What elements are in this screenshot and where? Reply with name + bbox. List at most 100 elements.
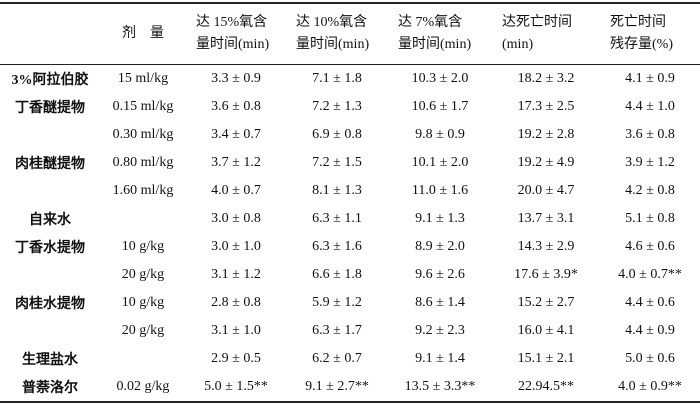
value-cell: 10.6 ± 1.7 xyxy=(411,99,469,114)
header-line: 量时间(min) xyxy=(196,37,270,52)
value-cell: 3.7 ± 1.2 xyxy=(211,155,261,170)
group-cell xyxy=(0,177,100,205)
group-cell: 肉桂醚提物 xyxy=(15,157,85,172)
value-cell: 6.3 ± 1.1 xyxy=(312,211,362,226)
table-row: 肉桂水提物 10 g/kg 2.8 ± 0.8 5.9 ± 1.2 8.6 ± 1.4 1… xyxy=(0,289,700,317)
header-line: 死亡时间 xyxy=(610,15,666,30)
value-cell: 16.0 ± 4.1 xyxy=(517,323,575,338)
dose-cell xyxy=(100,205,186,233)
value-cell: 5.1 ± 0.8 xyxy=(625,211,675,226)
data-table: 剂 量达 15%氧含 量时间(min) 达 10%氧含 量时间(min) 达 7%氧含量… xyxy=(0,2,700,403)
value-cell: 6.3 ± 1.6 xyxy=(312,239,362,254)
value-cell: 2.8 ± 0.8 xyxy=(211,295,261,310)
group-cell xyxy=(0,261,100,289)
value-cell: 4.0 ± 0.9** xyxy=(618,379,682,394)
header-line: 残存量(%) xyxy=(610,37,673,52)
table-row: 1.60 ml/kg 4.0 ± 0.7 8.1 ± 1.3 11.0 ± 1.6 20… xyxy=(0,177,700,205)
group-cell: 生理盐水 xyxy=(22,353,78,368)
value-cell: 4.4 ± 1.0 xyxy=(625,99,675,114)
header-cell: 死亡时间残存量(%) xyxy=(600,3,700,65)
value-cell: 3.0 ± 1.0 xyxy=(211,239,261,254)
value-cell: 17.3 ± 2.5 xyxy=(517,99,575,114)
header-cell xyxy=(0,3,100,65)
header-cell: 达 15%氧含 量时间(min) xyxy=(186,3,286,65)
table-header: 剂 量达 15%氧含 量时间(min) 达 10%氧含 量时间(min) 达 7%氧含量… xyxy=(0,3,700,65)
header-cell: 剂 量 xyxy=(100,3,186,65)
value-cell: 3.1 ± 1.2 xyxy=(211,267,261,282)
header-line: (min) xyxy=(502,37,534,52)
value-cell: 13.7 ± 3.1 xyxy=(517,211,575,226)
value-cell: 10.3 ± 2.0 xyxy=(411,71,469,86)
group-cell: 普萘洛尔 xyxy=(22,381,78,396)
value-cell: 9.2 ± 2.3 xyxy=(415,323,465,338)
header-line: 剂 量 xyxy=(122,26,164,41)
header-cell: 达 10%氧含 量时间(min) xyxy=(286,3,388,65)
value-cell: 6.2 ± 0.7 xyxy=(312,351,362,366)
table-row: 0.30 ml/kg 3.4 ± 0.7 6.9 ± 0.8 9.8 ± 0.9 19.… xyxy=(0,121,700,149)
value-cell: 22.94.5** xyxy=(518,379,574,394)
value-cell: 3.6 ± 0.8 xyxy=(211,99,261,114)
header-line: 达 10%氧含 xyxy=(296,15,368,30)
value-cell: 3.1 ± 1.0 xyxy=(211,323,261,338)
value-cell: 13.5 ± 3.3** xyxy=(404,379,476,394)
header-line: 达 15%氧含 xyxy=(196,15,268,30)
dose-cell: 1.60 ml/kg xyxy=(112,183,174,198)
value-cell: 8.9 ± 2.0 xyxy=(415,239,465,254)
value-cell: 15.2 ± 2.7 xyxy=(517,295,575,310)
value-cell: 7.1 ± 1.8 xyxy=(312,71,362,86)
table-row: 3%阿拉伯胶 15 ml/kg 3.3 ± 0.9 7.1 ± 1.8 10.3 ± 2… xyxy=(0,65,700,94)
value-cell: 19.2 ± 2.8 xyxy=(517,127,575,142)
value-cell: 3.6 ± 0.8 xyxy=(625,127,675,142)
value-cell: 14.3 ± 2.9 xyxy=(517,239,575,254)
table-row: 20 g/kg 3.1 ± 1.0 6.3 ± 1.7 9.2 ± 2.3 16.0 ±… xyxy=(0,317,700,345)
value-cell: 4.6 ± 0.6 xyxy=(625,239,675,254)
value-cell: 11.0 ± 1.6 xyxy=(411,183,469,198)
group-cell: 肉桂水提物 xyxy=(15,297,85,312)
group-cell xyxy=(0,317,100,345)
header-line: 达死亡时间 xyxy=(502,15,572,30)
group-cell: 丁香醚提物 xyxy=(15,101,85,116)
value-cell: 7.2 ± 1.3 xyxy=(312,99,362,114)
value-cell: 6.3 ± 1.7 xyxy=(312,323,362,338)
value-cell: 4.4 ± 0.6 xyxy=(625,295,675,310)
dose-cell: 10 g/kg xyxy=(121,295,165,310)
value-cell: 4.2 ± 0.8 xyxy=(625,183,675,198)
value-cell: 15.1 ± 2.1 xyxy=(517,351,575,366)
dose-cell: 0.30 ml/kg xyxy=(112,127,174,142)
header-line: 达 7%氧含 xyxy=(398,15,463,30)
value-cell: 20.0 ± 4.7 xyxy=(517,183,575,198)
value-cell: 5.0 ± 1.5** xyxy=(204,379,268,394)
value-cell: 9.6 ± 2.6 xyxy=(415,267,465,282)
value-cell: 4.4 ± 0.9 xyxy=(625,323,675,338)
header-cell: 达死亡时间 (min) xyxy=(492,3,600,65)
dose-cell: 20 g/kg xyxy=(121,323,165,338)
table-row: 自来水 3.0 ± 0.8 6.3 ± 1.1 9.1 ± 1.3 13.7 ± 3.1… xyxy=(0,205,700,233)
value-cell: 3.0 ± 0.8 xyxy=(211,211,261,226)
value-cell: 7.2 ± 1.5 xyxy=(312,155,362,170)
dose-cell: 20 g/kg xyxy=(121,267,165,282)
value-cell: 9.1 ± 1.4 xyxy=(415,351,465,366)
dose-cell: 10 g/kg xyxy=(121,239,165,254)
group-cell: 丁香水提物 xyxy=(15,241,85,256)
table-row: 丁香醚提物 0.15 ml/kg 3.6 ± 0.8 7.2 ± 1.3 10.6 ± … xyxy=(0,93,700,121)
group-cell: 自来水 xyxy=(29,213,71,228)
value-cell: 3.4 ± 0.7 xyxy=(211,127,261,142)
header-row: 剂 量达 15%氧含 量时间(min) 达 10%氧含 量时间(min) 达 7%氧含量… xyxy=(0,3,700,65)
group-cell xyxy=(0,121,100,149)
header-line: 量时间(min) xyxy=(398,37,472,52)
dose-cell xyxy=(100,345,186,373)
value-cell: 17.6 ± 3.9* xyxy=(514,267,578,282)
table-row: 肉桂醚提物 0.80 ml/kg 3.7 ± 1.2 7.2 ± 1.5 10.1 ± … xyxy=(0,149,700,177)
table-row: 普萘洛尔 0.02 g/kg 5.0 ± 1.5** 9.1 ± 2.7** 13.5 … xyxy=(0,373,700,402)
table-row: 20 g/kg 3.1 ± 1.2 6.6 ± 1.8 9.6 ± 2.6 17.6 ±… xyxy=(0,261,700,289)
dose-cell: 0.15 ml/kg xyxy=(112,99,174,114)
value-cell: 2.9 ± 0.5 xyxy=(211,351,261,366)
value-cell: 4.1 ± 0.9 xyxy=(625,71,675,86)
value-cell: 8.1 ± 1.3 xyxy=(312,183,362,198)
value-cell: 3.3 ± 0.9 xyxy=(211,71,261,86)
value-cell: 18.2 ± 3.2 xyxy=(517,71,575,86)
table-row: 生理盐水 2.9 ± 0.5 6.2 ± 0.7 9.1 ± 1.4 15.1 ± 2.… xyxy=(0,345,700,373)
dose-cell: 0.02 g/kg xyxy=(116,379,170,394)
value-cell: 3.9 ± 1.2 xyxy=(625,155,675,170)
